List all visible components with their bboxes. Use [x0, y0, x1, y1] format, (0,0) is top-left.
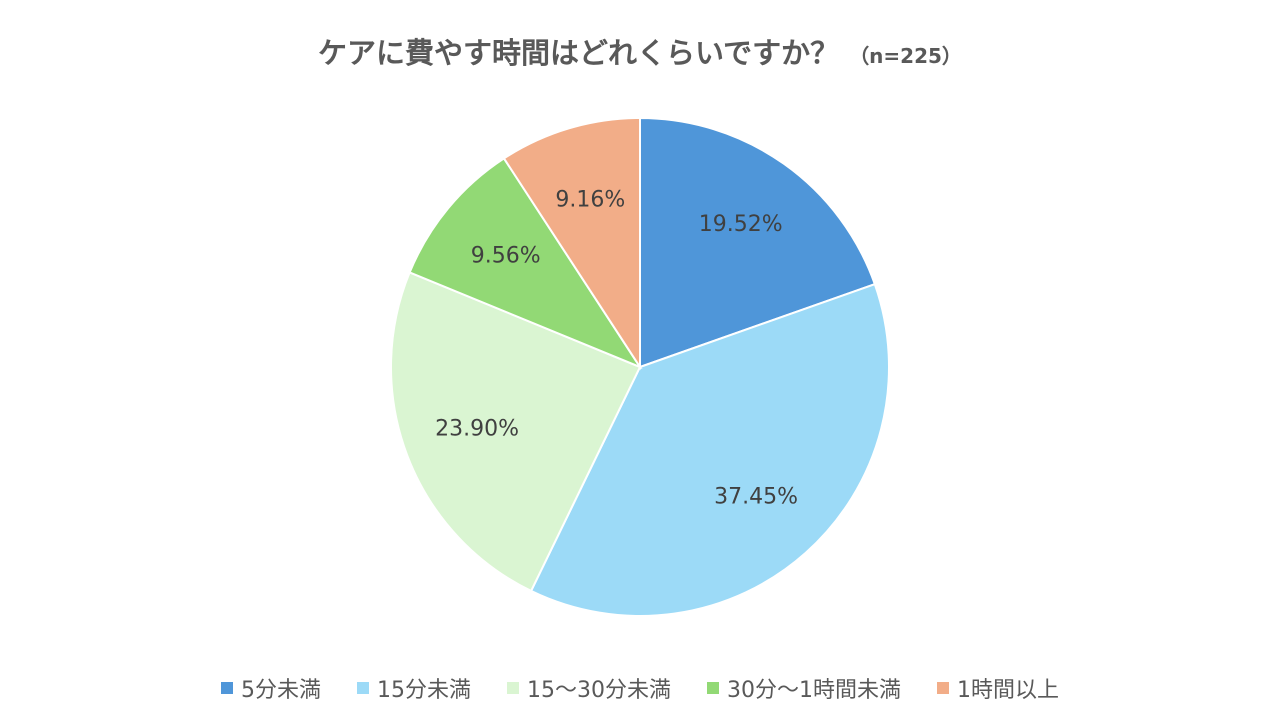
legend-label: 30分～1時間未満	[727, 678, 901, 703]
slice-data-label: 23.90%	[435, 417, 519, 442]
pie-slice	[502, 116, 641, 371]
chart-legend: 5分未満 15分未満 15～30分未満 30分～1時間未満 1時間以上	[0, 672, 1280, 704]
legend-swatch	[507, 682, 519, 694]
slice-data-label: 19.52%	[699, 212, 783, 237]
chart-subtitle: （n=225）	[849, 44, 962, 68]
legend-swatch	[937, 682, 949, 694]
pie-slice	[408, 157, 643, 370]
legend-item: 1時間以上	[937, 672, 1059, 704]
legend-swatch	[357, 682, 369, 694]
legend-item: 15～30分未満	[507, 672, 671, 704]
legend-item: 15分未満	[357, 672, 471, 704]
legend-label: 5分未満	[241, 678, 321, 703]
chart-title-row: ケアに費やす時間はどれくらいですか？ （n=225）	[0, 30, 1280, 72]
legend-item: 5分未満	[221, 672, 321, 704]
slice-data-label: 9.56%	[471, 243, 541, 268]
slice-data-label: 37.45%	[714, 485, 798, 510]
legend-item: 30分～1時間未満	[707, 672, 901, 704]
slice-data-label: 9.16%	[555, 187, 625, 212]
chart-title: ケアに費やす時間はどれくらいですか？	[318, 36, 840, 70]
legend-label: 15分未満	[377, 678, 471, 703]
legend-label: 15～30分未満	[527, 678, 671, 703]
legend-swatch	[221, 682, 233, 694]
pie-slice	[390, 271, 642, 593]
legend-label: 1時間以上	[957, 678, 1059, 703]
pie-slice	[529, 282, 890, 617]
legend-swatch	[707, 682, 719, 694]
